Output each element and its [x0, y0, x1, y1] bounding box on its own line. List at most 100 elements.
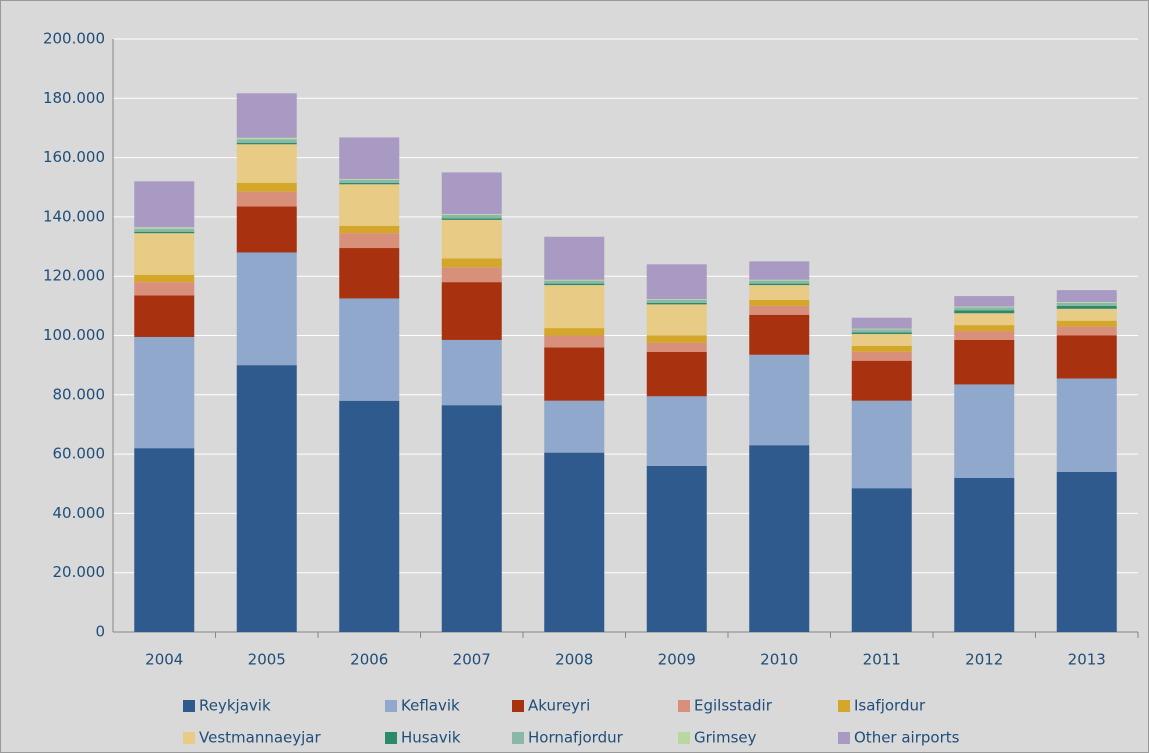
- bar-segment: [851, 400, 912, 489]
- bar-segment: [646, 342, 707, 352]
- bar-segment: [646, 304, 707, 336]
- bar-segment: [1056, 320, 1117, 327]
- legend-label: Other airports: [854, 729, 960, 747]
- legend-label: Egilsstadir: [694, 697, 773, 715]
- bar-segment: [851, 360, 912, 401]
- bar-segment: [851, 329, 912, 333]
- legend-swatch: [838, 700, 850, 712]
- bar-segment: [749, 445, 810, 632]
- bar-segment: [236, 252, 297, 366]
- y-tick-label: 80.000: [53, 385, 106, 403]
- bar-segment: [134, 228, 195, 232]
- bar-segment: [339, 137, 400, 179]
- bar-segment: [646, 396, 707, 466]
- bar-segment: [339, 233, 400, 249]
- legend-swatch: [385, 732, 397, 744]
- bar-segment: [236, 137, 297, 140]
- bar-segment: [134, 336, 195, 449]
- bar-segment: [1056, 378, 1117, 472]
- bar-segment: [851, 488, 912, 632]
- bar-segment: [954, 310, 1015, 314]
- bar-segment: [441, 405, 502, 632]
- bar-segment: [339, 400, 400, 632]
- bar-segment: [749, 305, 810, 315]
- bar-segment: [646, 465, 707, 632]
- bar-segment: [441, 339, 502, 406]
- bar-segment: [1056, 301, 1117, 303]
- bar-segment: [134, 227, 195, 229]
- bar-segment: [954, 306, 1015, 308]
- legend-swatch: [838, 732, 850, 744]
- legend-swatch: [678, 700, 690, 712]
- bar-segment: [134, 231, 195, 234]
- legend-label: Akureyri: [528, 697, 590, 715]
- bar-segment: [544, 400, 605, 453]
- bar-segment: [749, 314, 810, 355]
- bar-segment: [441, 219, 502, 259]
- bar-segment: [134, 282, 195, 296]
- bar-segment: [339, 184, 400, 226]
- bar-segment: [1056, 302, 1117, 306]
- y-tick-label: 180.000: [43, 89, 105, 107]
- bar-segment: [236, 365, 297, 632]
- bar-segment: [954, 477, 1015, 632]
- bar-segment: [646, 335, 707, 343]
- bar-segment: [954, 331, 1015, 340]
- bar-segment: [954, 307, 1015, 311]
- x-tick-label: 2013: [1068, 651, 1106, 669]
- y-tick-label: 60.000: [53, 445, 106, 463]
- legend-swatch: [678, 732, 690, 744]
- legend-label: Husavik: [401, 729, 461, 747]
- bar-segment: [1056, 326, 1117, 336]
- legend-label: Grimsey: [694, 729, 757, 747]
- bar-segment: [1056, 305, 1117, 309]
- bar-segment: [441, 258, 502, 268]
- bar-segment: [851, 328, 912, 330]
- y-tick-label: 20.000: [53, 563, 106, 581]
- bar-segment: [749, 261, 810, 280]
- bar-segment: [954, 313, 1015, 326]
- bar-segment: [646, 264, 707, 300]
- bar-segment: [749, 299, 810, 306]
- legend-label: Hornafjordur: [528, 729, 624, 747]
- bar-segment: [339, 225, 400, 234]
- bar-segment: [646, 351, 707, 397]
- x-tick-label: 2004: [145, 651, 183, 669]
- legend-label: Vestmannaeyjar: [199, 729, 321, 747]
- bar-segment: [544, 236, 605, 280]
- bar-segment: [236, 142, 297, 145]
- bar-segment: [339, 179, 400, 183]
- y-tick-label: 140.000: [43, 207, 105, 225]
- bar-segment: [236, 182, 297, 192]
- y-tick-label: 40.000: [53, 504, 106, 522]
- bar-segment: [134, 295, 195, 337]
- bar-segment: [1056, 308, 1117, 321]
- bar-segment: [544, 280, 605, 284]
- bar-segment: [134, 181, 195, 228]
- bar-segment: [954, 296, 1015, 307]
- bar-segment: [134, 233, 195, 275]
- bar-segment: [749, 280, 810, 284]
- legend-swatch: [183, 700, 195, 712]
- legend-swatch: [512, 732, 524, 744]
- x-tick-label: 2005: [248, 651, 286, 669]
- bar-segment: [441, 267, 502, 283]
- bar-segment: [851, 334, 912, 346]
- bar-segment: [236, 139, 297, 143]
- bar-segment: [851, 332, 912, 335]
- bar-segment: [544, 285, 605, 329]
- legend-swatch: [512, 700, 524, 712]
- bar-segment: [236, 206, 297, 253]
- bar-segment: [646, 302, 707, 305]
- legend-label: Reykjavik: [199, 697, 271, 715]
- y-tick-label: 100.000: [43, 326, 105, 344]
- bar-segment: [646, 299, 707, 303]
- legend-swatch: [385, 700, 397, 712]
- bar-segment: [954, 384, 1015, 478]
- bar-segment: [134, 448, 195, 632]
- bar-segment: [339, 298, 400, 401]
- bar-segment: [134, 274, 195, 283]
- x-tick-label: 2012: [965, 651, 1003, 669]
- bar-segment: [749, 283, 810, 286]
